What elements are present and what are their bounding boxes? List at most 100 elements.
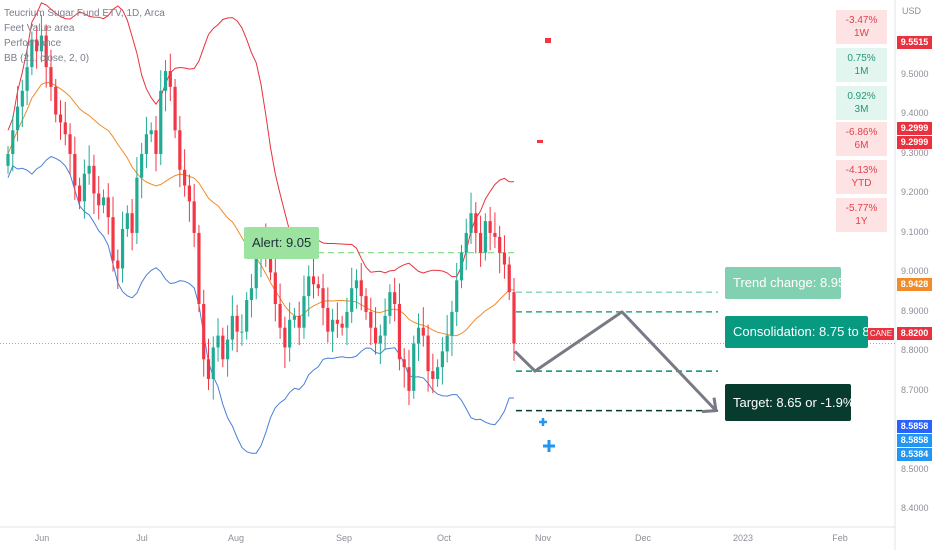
candle-body <box>383 315 387 336</box>
consolidation-callout[interactable]: Consolidation: 8.75 to 8. <box>725 316 868 348</box>
candle-body <box>135 177 139 233</box>
candle-body <box>321 288 325 308</box>
price-tag: 8.5858 <box>897 420 932 433</box>
candle-body <box>268 252 273 273</box>
candle-body <box>235 315 239 332</box>
candle-body <box>464 232 468 253</box>
performance-period: 6M <box>854 140 869 151</box>
candle-body <box>436 367 440 380</box>
candle-body <box>416 327 421 344</box>
y-tick-label: 9.3000 <box>901 147 929 158</box>
price-tag: 9.2999 <box>897 122 932 135</box>
candle-body <box>373 327 378 344</box>
price-tag: 8.5384 <box>897 448 932 461</box>
performance-period: 1Y <box>855 216 868 227</box>
candle-body <box>245 300 249 332</box>
candle-body <box>106 197 110 218</box>
candle-body <box>273 272 277 305</box>
candle-body <box>450 311 454 336</box>
candle-body <box>455 280 459 312</box>
candle-body <box>168 71 172 87</box>
candle-body <box>359 280 363 297</box>
candle-body <box>388 292 392 316</box>
candle-body <box>331 319 335 332</box>
candle-body <box>54 86 58 115</box>
candle-body <box>39 35 44 52</box>
y-tick-label: 8.5000 <box>901 463 929 474</box>
candle-body <box>63 122 67 135</box>
performance-value: -4.13% <box>845 165 878 176</box>
candle-body <box>73 153 77 186</box>
candle-body <box>278 304 282 328</box>
candle-body <box>407 367 411 391</box>
projection-path <box>513 310 718 414</box>
y-tick-label: 9.5000 <box>901 69 929 79</box>
candle-body <box>488 221 492 233</box>
upper-marker <box>545 38 551 43</box>
candle-body <box>49 67 53 87</box>
candle-body <box>130 213 134 233</box>
candle-body <box>307 276 311 297</box>
candle-body <box>101 197 106 206</box>
candle-body <box>92 165 96 194</box>
trend-change-callout[interactable]: Trend change: 8.95 <box>725 267 845 299</box>
chart-markers <box>537 38 555 452</box>
y-tick-label: 8.9000 <box>901 305 929 316</box>
candle-body <box>302 296 306 328</box>
candle-body <box>6 153 10 166</box>
candle-body <box>35 39 39 52</box>
performance-value: -6.86% <box>845 127 878 138</box>
x-tick-label: Dec <box>634 533 652 543</box>
candle-body <box>30 39 34 68</box>
candle-body <box>149 130 153 135</box>
candle-body <box>340 323 344 328</box>
candle-body <box>230 315 234 340</box>
candle-body <box>345 311 349 328</box>
candle-body <box>350 288 354 312</box>
candle-body <box>459 252 464 281</box>
x-tick-label: Oct <box>436 533 452 543</box>
candle-body <box>58 114 63 123</box>
upper-marker <box>537 140 543 143</box>
cane-symbol-tag: CANE <box>868 328 894 340</box>
projection-arrowhead <box>701 397 718 414</box>
price-tag: 8.8200 <box>897 327 932 340</box>
legend-performance[interactable]: Performance <box>4 38 62 49</box>
candle-body <box>125 213 129 229</box>
candle-body <box>369 311 373 328</box>
legend-value-area[interactable]: Feet Value area <box>4 23 75 34</box>
candle-body <box>178 130 182 170</box>
candle-body <box>292 315 297 320</box>
candle-body <box>316 284 320 289</box>
lower-marker <box>543 440 555 452</box>
performance-period: 3M <box>854 104 869 115</box>
candle-body <box>144 134 149 154</box>
candle-body <box>326 307 330 332</box>
target-callout[interactable]: Target: 8.65 or -1.9% <box>725 384 854 421</box>
price-tag: 9.2999 <box>897 136 932 149</box>
candle-body <box>512 292 516 344</box>
alert-callout[interactable]: Alert: 9.05 <box>244 227 320 259</box>
candle-body <box>507 264 511 293</box>
candle-body <box>120 228 125 269</box>
candle-body <box>249 288 254 301</box>
y-tick-label: 8.8000 <box>901 345 929 356</box>
performance-value: 0.75% <box>847 53 876 64</box>
candle-body <box>364 296 368 312</box>
performance-period: 1M <box>854 66 869 77</box>
legend-symbol[interactable]: Teucrium Sugar Fund ETV, 1D, Arca <box>4 8 165 19</box>
y-tick-label: 8.7000 <box>901 384 929 395</box>
x-tick-label: 2023 <box>732 533 754 543</box>
candle-body <box>493 232 497 237</box>
legend-bb[interactable]: BB (21, close, 2, 0) <box>4 53 90 64</box>
candle-body <box>159 90 163 154</box>
candle-body <box>483 221 487 253</box>
performance-period: 1W <box>854 28 869 39</box>
bb-upper-line <box>7 2 514 278</box>
candle-body <box>173 86 177 131</box>
candle-body <box>335 319 339 324</box>
candle-body <box>11 130 15 154</box>
price-tag: 8.9428 <box>897 278 932 291</box>
candle-body <box>202 304 206 360</box>
